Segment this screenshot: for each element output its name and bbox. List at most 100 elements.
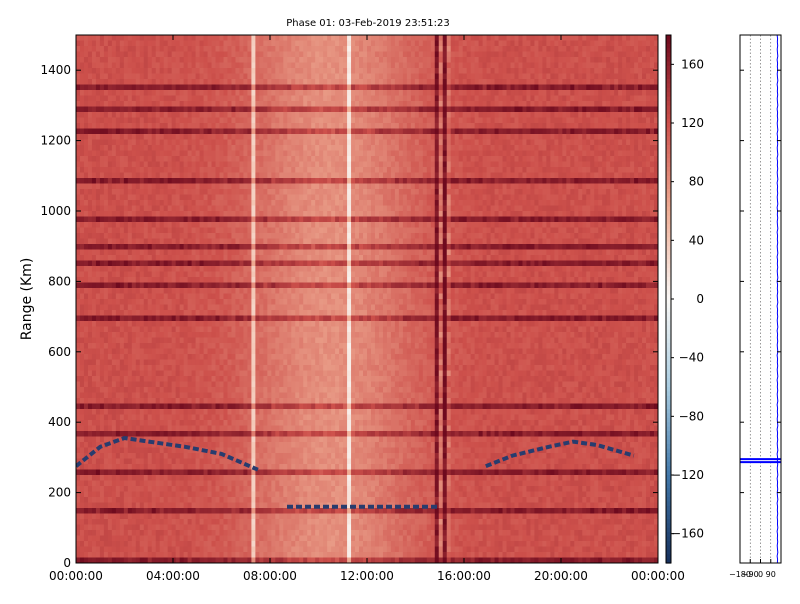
heatmap-cell — [119, 84, 125, 91]
heatmap-cell — [382, 51, 388, 58]
heatmap-cell — [586, 156, 591, 163]
heatmap-cell — [538, 172, 543, 179]
heatmap-cell — [163, 189, 169, 196]
heatmap-cell — [594, 90, 599, 97]
heatmap-cell — [586, 167, 591, 174]
heatmap-cell — [147, 51, 153, 58]
heatmap-cell — [319, 178, 324, 185]
heatmap-cell — [331, 161, 336, 168]
heatmap-cell — [646, 134, 651, 141]
heatmap-cell — [454, 35, 460, 42]
heatmap-cell — [486, 73, 492, 80]
heatmap-cell — [638, 139, 643, 146]
heatmap-cell — [518, 123, 524, 130]
heatmap-cell — [251, 101, 256, 108]
heatmap-cell — [510, 106, 516, 113]
heatmap-cell — [211, 134, 217, 141]
heatmap-cell — [179, 139, 185, 146]
heatmap-cell — [175, 194, 181, 201]
heatmap-cell — [410, 161, 416, 168]
heatmap-cell — [646, 161, 651, 168]
heatmap-cell — [410, 51, 416, 58]
heatmap-cell — [219, 167, 225, 174]
heatmap-cell — [470, 172, 476, 179]
heatmap-cell — [351, 167, 356, 174]
heatmap-cell — [426, 216, 432, 223]
heatmap-cell — [315, 123, 320, 130]
heatmap-cell — [163, 161, 169, 168]
heatmap-cell — [466, 73, 472, 80]
heatmap-cell — [287, 117, 292, 124]
heatmap-cell — [83, 62, 89, 69]
heatmap-cell — [606, 106, 611, 113]
heatmap-cell — [426, 172, 432, 179]
heatmap-cell — [319, 194, 324, 201]
heatmap-cell — [590, 123, 595, 130]
heatmap-cell — [490, 62, 496, 69]
heatmap-cell — [199, 145, 205, 152]
heatmap-cell — [303, 145, 308, 152]
heatmap-cell — [374, 35, 380, 42]
heatmap-cell — [315, 57, 320, 64]
heatmap-cell — [311, 106, 316, 113]
heatmap-cell — [490, 35, 496, 42]
heatmap-cell — [514, 101, 520, 108]
heatmap-cell — [582, 128, 587, 135]
heatmap-cell — [91, 112, 97, 119]
heatmap-cell — [534, 205, 540, 212]
heatmap-cell — [347, 178, 352, 185]
heatmap-cell — [135, 84, 141, 91]
heatmap-cell — [199, 211, 205, 218]
heatmap-cell — [299, 183, 304, 190]
heatmap-cell — [422, 106, 428, 113]
heatmap-cell — [466, 101, 472, 108]
heatmap-cell — [542, 200, 547, 207]
heatmap-cell — [111, 139, 117, 146]
heatmap-cell — [359, 156, 364, 163]
heatmap-cell — [582, 101, 587, 108]
heatmap-cell — [123, 79, 129, 86]
heatmap-cell — [167, 106, 173, 113]
heatmap-cell — [283, 73, 288, 80]
heatmap-cell — [650, 73, 655, 80]
heatmap-cell — [355, 123, 360, 130]
heatmap-cell — [430, 90, 436, 97]
heatmap-cell — [263, 211, 268, 218]
heatmap-cell — [183, 156, 189, 163]
heatmap-cell — [586, 112, 591, 119]
heatmap-cell — [470, 51, 476, 58]
heatmap-cell — [562, 57, 567, 64]
heatmap-cell — [562, 211, 567, 218]
heatmap-cell — [347, 167, 352, 174]
heatmap-cell — [83, 205, 89, 212]
heatmap-cell — [506, 194, 512, 201]
heatmap-cell — [518, 205, 524, 212]
heatmap-cell — [119, 205, 125, 212]
heatmap-cell — [542, 40, 547, 47]
heatmap-cell — [147, 139, 153, 146]
heatmap-cell — [522, 194, 528, 201]
heatmap-cell — [327, 35, 332, 42]
heatmap-cell — [414, 112, 420, 119]
heatmap-cell — [530, 40, 536, 47]
heatmap-cell — [434, 183, 440, 190]
heatmap-cell — [534, 90, 540, 97]
heatmap-cell — [343, 178, 348, 185]
heatmap-cell — [650, 51, 655, 58]
heatmap-cell — [227, 123, 233, 130]
heatmap-cell — [179, 35, 185, 42]
heatmap-cell — [207, 150, 213, 157]
heatmap-cell — [103, 79, 109, 86]
heatmap-cell — [466, 128, 472, 135]
heatmap-cell — [506, 35, 512, 42]
heatmap-cell — [91, 134, 97, 141]
heatmap-cell — [155, 57, 161, 64]
heatmap-cell — [231, 134, 237, 141]
heatmap-cell — [219, 150, 225, 157]
heatmap-cell — [151, 51, 157, 58]
heatmap-cell — [534, 62, 540, 69]
heatmap-cell — [518, 117, 524, 124]
heatmap-cell — [283, 95, 288, 102]
heatmap-cell — [470, 101, 476, 108]
heatmap-cell — [143, 150, 149, 157]
